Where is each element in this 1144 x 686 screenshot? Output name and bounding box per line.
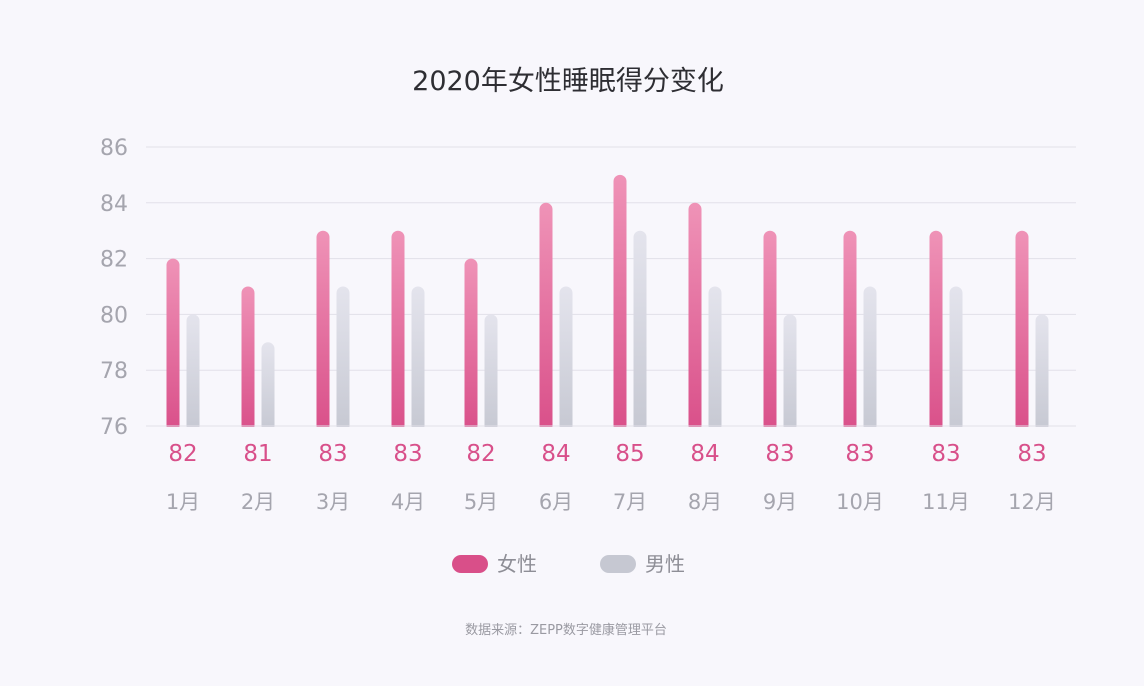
chart-title: 2020年女性睡眠得分变化 xyxy=(412,66,724,97)
bar-male xyxy=(708,286,722,433)
bar-female xyxy=(539,202,553,433)
bar-female xyxy=(166,258,180,433)
bar-female xyxy=(316,230,330,433)
bar-female xyxy=(464,258,478,433)
data-label-female: 82 xyxy=(168,441,197,467)
x-tick-label: 7月 xyxy=(613,490,647,514)
x-tick-label: 10月 xyxy=(836,490,884,514)
data-label-female: 82 xyxy=(466,441,495,467)
x-tick-label: 2月 xyxy=(241,490,275,514)
x-tick-label: 11月 xyxy=(922,490,970,514)
x-tick-label: 8月 xyxy=(688,490,722,514)
bar-female xyxy=(613,174,627,433)
y-tick-label: 80 xyxy=(100,303,128,328)
x-axis-ticks: 1月 2月 3月 4月 5月 6月 7月 8月 9月 10月 11月 12月 xyxy=(166,490,1056,514)
bar-female xyxy=(391,230,405,433)
bar-male xyxy=(559,286,573,433)
data-label-female: 84 xyxy=(541,441,570,467)
data-label-female: 85 xyxy=(615,441,644,467)
x-tick-label: 9月 xyxy=(763,490,797,514)
x-tick-label: 12月 xyxy=(1008,490,1056,514)
legend-label-male: 男性 xyxy=(645,552,685,576)
y-tick-label: 82 xyxy=(100,248,128,273)
legend-label-female: 女性 xyxy=(497,552,537,576)
data-label-female: 81 xyxy=(243,441,272,467)
data-label-female: 84 xyxy=(690,441,719,467)
x-tick-label: 1月 xyxy=(166,490,200,514)
legend-swatch-male xyxy=(600,555,636,573)
x-tick-label: 4月 xyxy=(391,490,425,514)
bar-male xyxy=(186,314,200,433)
bar-male xyxy=(949,286,963,433)
bar-female xyxy=(843,230,857,433)
bar-male xyxy=(336,286,350,433)
bar-female xyxy=(763,230,777,433)
bars xyxy=(146,174,1076,437)
y-tick-label: 84 xyxy=(100,192,128,217)
data-source-note: 数据来源：ZEPP数字健康管理平台 xyxy=(465,622,667,638)
data-label-female: 83 xyxy=(765,441,794,467)
x-tick-label: 5月 xyxy=(464,490,498,514)
bar-male xyxy=(411,286,425,433)
legend: 女性 男性 xyxy=(452,552,685,576)
bar-female xyxy=(929,230,943,433)
bar-female xyxy=(1015,230,1029,433)
y-tick-label: 78 xyxy=(100,359,128,384)
bar-male xyxy=(1035,314,1049,433)
data-label-female: 83 xyxy=(845,441,874,467)
bar-male xyxy=(863,286,877,433)
bar-male xyxy=(261,342,275,433)
y-tick-label: 76 xyxy=(100,415,128,440)
data-label-female: 83 xyxy=(1017,441,1046,467)
bar-male xyxy=(484,314,498,433)
data-label-female: 83 xyxy=(318,441,347,467)
y-axis-ticks: 76 78 80 82 84 86 xyxy=(100,136,128,440)
data-label-female: 83 xyxy=(931,441,960,467)
x-tick-label: 3月 xyxy=(316,490,350,514)
bar-male xyxy=(783,314,797,433)
bar-male xyxy=(633,230,647,433)
x-tick-label: 6月 xyxy=(539,490,573,514)
bar-female xyxy=(688,202,702,433)
data-label-female: 83 xyxy=(393,441,422,467)
data-labels: 82 81 83 83 82 84 85 84 83 83 83 83 xyxy=(168,441,1046,467)
bar-female xyxy=(241,286,255,433)
legend-swatch-female xyxy=(452,555,488,573)
y-tick-label: 86 xyxy=(100,136,128,161)
baseline-mask xyxy=(146,427,1076,437)
